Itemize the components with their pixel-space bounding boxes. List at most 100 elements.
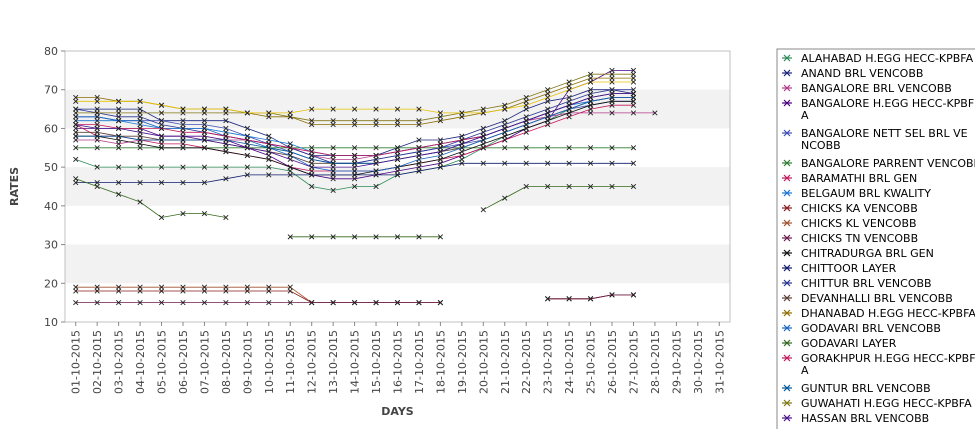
- data-point: [201, 133, 208, 139]
- data-point: [394, 118, 401, 124]
- data-point: [630, 94, 637, 101]
- data-point: [587, 87, 594, 93]
- data-point: [180, 180, 186, 186]
- legend-item-21[interactable]: HASSAN BRL VENCOBB: [782, 412, 929, 425]
- data-point: [266, 114, 272, 120]
- data-point: [330, 172, 336, 178]
- legend-item-7[interactable]: BELGAUM BRL KWALITY: [782, 187, 931, 200]
- data-point: [480, 207, 486, 213]
- data-point: [201, 137, 208, 143]
- data-point: [116, 118, 122, 124]
- legend-label: A: [801, 364, 809, 377]
- legend-item-6[interactable]: BARAMATHI BRL GEN: [782, 172, 917, 185]
- legend-item-12[interactable]: CHITTOOR LAYER: [782, 262, 897, 275]
- data-point: [394, 121, 401, 128]
- legend-item-0[interactable]: ALAHABAD H.EGG HECC-KPBFA: [782, 52, 974, 65]
- data-point: [459, 152, 465, 159]
- data-point: [137, 106, 143, 112]
- legend-item-1[interactable]: ANAND BRL VENCOBB: [782, 67, 923, 80]
- data-point: [394, 152, 401, 159]
- legend-item-20[interactable]: GUWAHATI H.EGG HECC-KPBFA: [782, 397, 972, 410]
- data-point: [609, 90, 615, 97]
- legend-item-22[interactable]: HOWRA H.EGG HECC-KPBFA: [782, 427, 955, 429]
- data-point: [309, 183, 315, 190]
- legend-item-15[interactable]: DHANABAD H.EGG HECC-KPBFA: [782, 307, 975, 320]
- data-point: [137, 164, 143, 170]
- data-point: [480, 129, 486, 135]
- data-point: [587, 94, 594, 101]
- legend-item-18[interactable]: GORAKHPUR H.EGG HECC-KPBFA: [782, 352, 975, 377]
- data-point: [180, 133, 186, 139]
- data-point: [437, 118, 444, 124]
- data-point: [287, 234, 293, 240]
- legend-item-2[interactable]: BANGALORE BRL VENCOBB: [782, 82, 952, 95]
- data-point: [266, 288, 272, 294]
- legend-item-10[interactable]: CHICKS TN VENCOBB: [782, 232, 918, 245]
- data-point: [116, 180, 122, 186]
- data-point: [459, 145, 465, 151]
- data-point: [137, 129, 143, 135]
- data-point: [223, 110, 229, 116]
- legend-item-11[interactable]: CHITRADURGA BRL GEN: [782, 247, 934, 260]
- legend-item-9[interactable]: CHICKS KL VENCOBB: [782, 217, 917, 230]
- legend-marker: [783, 264, 791, 272]
- data-point: [223, 164, 229, 170]
- data-point: [630, 292, 637, 298]
- x-tick-label: 28-10-2015: [649, 330, 662, 394]
- x-tick-label: 27-10-2015: [627, 330, 640, 394]
- data-point: [630, 90, 637, 97]
- data-point: [416, 149, 422, 155]
- data-point: [244, 172, 250, 178]
- legend-item-4[interactable]: BANGALORE NETT SEL BRL VENCOBB: [782, 127, 968, 152]
- x-tick-label: 05-10-2015: [156, 330, 169, 394]
- legend-item-3[interactable]: BANGALORE H.EGG HECC-KPBFA: [782, 97, 974, 122]
- data-point: [459, 110, 465, 116]
- data-point: [309, 152, 315, 159]
- x-tick-label: 22-10-2015: [520, 330, 533, 394]
- data-point: [180, 121, 186, 128]
- legend-item-16[interactable]: GODAVARI BRL VENCOBB: [782, 322, 941, 335]
- legend-item-8[interactable]: CHICKS KA VENCOBB: [782, 202, 918, 215]
- x-tick-label: 24-10-2015: [563, 330, 576, 394]
- legend-item-5[interactable]: BANGALORE PARRENT VENCOBB: [782, 157, 975, 170]
- data-point: [223, 284, 229, 290]
- data-point: [309, 168, 315, 174]
- legend-label: BELGAUM BRL KWALITY: [801, 187, 931, 200]
- series-10: [73, 292, 637, 306]
- data-point: [244, 300, 250, 306]
- data-point: [116, 300, 122, 306]
- data-point: [94, 98, 100, 104]
- legend-label: DHANABAD H.EGG HECC-KPBFA: [801, 307, 975, 320]
- grid-band: [65, 244, 730, 284]
- data-point: [523, 160, 529, 166]
- data-point: [116, 133, 122, 139]
- data-point: [309, 118, 315, 124]
- data-point: [266, 300, 272, 306]
- legend-item-19[interactable]: GUNTUR BRL VENCOBB: [782, 382, 931, 395]
- data-point: [373, 156, 379, 163]
- data-point: [244, 284, 250, 290]
- legend-item-14[interactable]: DEVANHALLI BRL VENCOBB: [782, 292, 953, 305]
- legend-item-13[interactable]: CHITTUR BRL VENCOBB: [782, 277, 932, 290]
- data-point: [609, 94, 615, 101]
- data-point: [116, 98, 122, 104]
- data-point: [201, 210, 208, 217]
- y-tick-label: 20: [44, 277, 58, 290]
- data-point: [545, 114, 551, 120]
- legend-marker: [783, 189, 791, 197]
- data-point: [587, 160, 594, 166]
- legend-item-17[interactable]: GODAVARI LAYER: [782, 337, 897, 350]
- data-point: [609, 87, 615, 93]
- legend-label: CHICKS KA VENCOBB: [801, 202, 918, 215]
- data-point: [158, 133, 165, 139]
- x-tick-label: 02-10-2015: [91, 330, 104, 394]
- legend[interactable]: ALAHABAD H.EGG HECC-KPBFA ANAND BRL VENCO…: [776, 48, 975, 429]
- data-point: [116, 288, 122, 294]
- data-point: [351, 234, 358, 240]
- data-point: [566, 87, 572, 93]
- data-point: [223, 141, 229, 147]
- data-point: [394, 234, 401, 240]
- data-point: [587, 296, 594, 302]
- x-tick-label: 16-10-2015: [392, 330, 405, 394]
- data-point: [116, 191, 122, 197]
